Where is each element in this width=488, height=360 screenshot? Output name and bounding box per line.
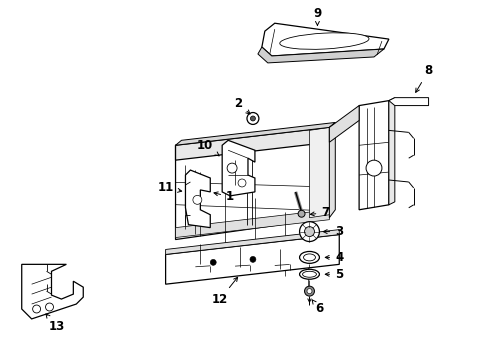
Text: 1: 1 bbox=[214, 190, 234, 203]
Circle shape bbox=[210, 260, 216, 265]
Polygon shape bbox=[257, 47, 383, 63]
Circle shape bbox=[249, 256, 255, 262]
Ellipse shape bbox=[299, 251, 319, 264]
Ellipse shape bbox=[299, 269, 319, 279]
Polygon shape bbox=[165, 230, 339, 255]
Text: 5: 5 bbox=[325, 268, 343, 281]
Text: 2: 2 bbox=[234, 97, 249, 114]
Text: 10: 10 bbox=[197, 139, 219, 156]
Polygon shape bbox=[388, 98, 394, 205]
Text: 4: 4 bbox=[325, 251, 343, 264]
Polygon shape bbox=[262, 23, 388, 56]
Text: 7: 7 bbox=[310, 206, 329, 219]
Ellipse shape bbox=[279, 33, 368, 49]
Circle shape bbox=[45, 303, 53, 311]
Circle shape bbox=[33, 305, 41, 313]
Text: 11: 11 bbox=[157, 181, 182, 194]
Ellipse shape bbox=[302, 271, 316, 277]
Circle shape bbox=[298, 210, 305, 217]
Circle shape bbox=[299, 222, 319, 242]
Polygon shape bbox=[328, 105, 358, 142]
Text: 6: 6 bbox=[311, 300, 323, 315]
Polygon shape bbox=[185, 170, 210, 228]
Ellipse shape bbox=[303, 254, 315, 261]
Circle shape bbox=[366, 160, 381, 176]
Circle shape bbox=[192, 195, 202, 204]
Polygon shape bbox=[175, 127, 328, 160]
Polygon shape bbox=[21, 264, 83, 319]
Polygon shape bbox=[388, 98, 427, 105]
Text: 9: 9 bbox=[313, 7, 321, 26]
Text: 3: 3 bbox=[323, 225, 343, 238]
Polygon shape bbox=[175, 127, 328, 239]
Polygon shape bbox=[175, 122, 335, 145]
Circle shape bbox=[246, 113, 258, 125]
Polygon shape bbox=[309, 127, 328, 218]
Polygon shape bbox=[328, 122, 335, 218]
Polygon shape bbox=[165, 235, 339, 284]
Circle shape bbox=[306, 289, 311, 294]
Circle shape bbox=[238, 179, 245, 187]
Polygon shape bbox=[175, 210, 328, 238]
Text: 12: 12 bbox=[212, 277, 237, 306]
Text: 8: 8 bbox=[415, 64, 432, 92]
Circle shape bbox=[226, 163, 237, 173]
Polygon shape bbox=[222, 140, 254, 196]
Circle shape bbox=[250, 116, 255, 121]
Polygon shape bbox=[358, 100, 388, 210]
Circle shape bbox=[304, 286, 314, 296]
Text: 13: 13 bbox=[46, 314, 64, 333]
Circle shape bbox=[304, 227, 314, 237]
